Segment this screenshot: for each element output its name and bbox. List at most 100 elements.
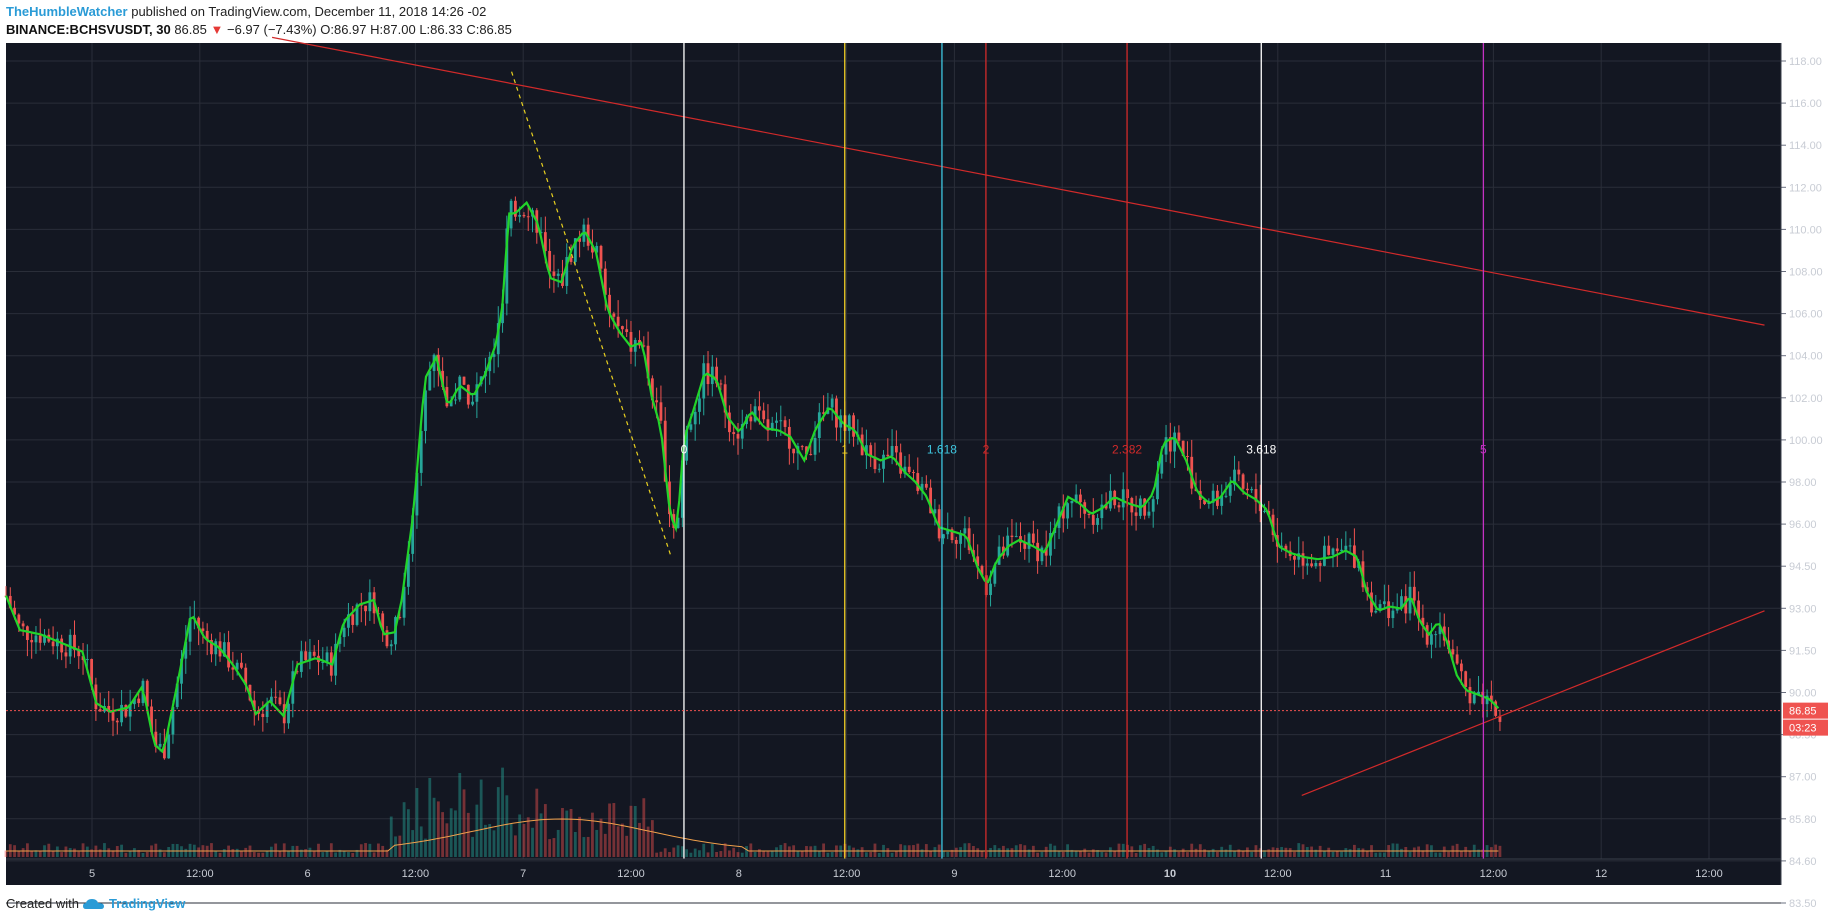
volume-bar [454, 810, 457, 857]
x-tick-label: 12:00 [186, 868, 214, 880]
dashed-swing-line[interactable] [511, 71, 672, 558]
candle-body [1070, 501, 1074, 504]
volume-bar [1271, 847, 1275, 857]
candle-body [261, 713, 265, 718]
candle-body [787, 426, 791, 449]
candle-body [770, 422, 774, 431]
volume-bar [484, 824, 487, 857]
y-tick-label: 114.00 [1789, 140, 1822, 152]
volume-bar [244, 847, 248, 857]
candle-body [715, 366, 718, 384]
volume-bar [595, 829, 599, 857]
candle-body [993, 564, 997, 584]
footer: Created with TradingView [6, 896, 185, 911]
candle-body [997, 546, 1001, 565]
candle-body [492, 354, 496, 357]
ohlc-high: H:87.00 [370, 22, 416, 37]
created-with-text: Created with [6, 896, 79, 911]
candle-body [1228, 484, 1232, 496]
candle-body [274, 696, 278, 698]
candle-body [1391, 610, 1395, 619]
candle-body [231, 667, 235, 670]
candle-body [124, 704, 128, 717]
volume-bar [218, 852, 222, 857]
candle-body [137, 698, 141, 704]
descending-trendline[interactable] [271, 36, 1765, 326]
candle-body [830, 398, 834, 408]
candle-body [766, 419, 770, 431]
candle-body [929, 487, 933, 514]
volume-bar [1164, 850, 1168, 857]
volume-bar [1412, 847, 1416, 857]
change-value: −6.97 (−7.43%) [227, 22, 317, 37]
volume-bar [402, 802, 406, 857]
price-axis[interactable]: 118.00 116.00 114.00 112.00 110.00 108.00 106.… [1780, 43, 1828, 910]
candle-body [1327, 545, 1331, 555]
chart-background [6, 43, 1781, 885]
candle-body [565, 257, 569, 286]
candle-body [188, 618, 192, 642]
volume-bar [1297, 843, 1301, 857]
volume-bar [257, 852, 260, 857]
volume-bar [723, 843, 727, 857]
candle-body [295, 671, 299, 673]
volume-bar [158, 849, 162, 857]
y-tick-label: 83.50 [1789, 898, 1817, 910]
candle-body [625, 329, 629, 333]
candle-body [496, 323, 500, 355]
candle-body [334, 643, 338, 676]
x-tick-label: 12:00 [1480, 868, 1508, 880]
candle-body [650, 378, 654, 401]
volume-bar [30, 851, 34, 857]
candle-body [680, 460, 684, 518]
y-tick-label: 116.00 [1789, 98, 1822, 110]
candle-body [1245, 488, 1249, 491]
candle-body [364, 605, 367, 612]
candle-body [1365, 587, 1369, 593]
volume-bar [479, 779, 483, 857]
candle-body [732, 432, 736, 435]
volume-bar [676, 845, 680, 857]
author-link[interactable]: TheHumbleWatcher [6, 4, 128, 19]
volume-bar [668, 852, 671, 857]
volume-bar [775, 847, 778, 857]
candle-body [73, 634, 76, 650]
candle-body [1164, 437, 1168, 455]
candle-body [227, 642, 230, 668]
volume-bar [235, 848, 239, 857]
volume-bar [894, 851, 898, 857]
y-tick-label: 112.00 [1789, 182, 1822, 194]
volume-bar [77, 851, 81, 857]
candle-body [60, 638, 64, 653]
volume-bar [1284, 847, 1288, 857]
candle-body [158, 743, 162, 747]
tradingview-brand[interactable]: TradingView [108, 896, 186, 911]
candle-body [1121, 489, 1125, 508]
ascending-trendline[interactable] [1301, 610, 1765, 797]
candle-body [702, 363, 706, 399]
candle-body [347, 614, 350, 628]
candle-body [1250, 489, 1254, 491]
volume-bar [274, 843, 278, 857]
volume-bar [1421, 850, 1425, 857]
candle-body [539, 232, 543, 234]
candle-body [522, 214, 526, 217]
volume-bar [946, 851, 950, 857]
candle-body [1348, 545, 1352, 547]
volume-bar [612, 803, 616, 857]
volume-bar [1288, 848, 1292, 857]
volume-bar [582, 837, 586, 857]
y-tick-label: 110.00 [1789, 224, 1822, 236]
y-tick-label: 85.80 [1789, 814, 1817, 826]
candle-body [792, 448, 796, 454]
candle-body [976, 556, 980, 566]
volume-bar [111, 850, 115, 857]
time-axis[interactable]: 5 12:00 6 12:00 7 12:00 8 12:00 9 12:00 10 12:00 11 1… [6, 858, 1781, 880]
candle-body [1494, 701, 1498, 716]
volume-bar [85, 846, 89, 857]
candle-body [894, 446, 898, 453]
candle-body [1177, 432, 1181, 441]
candle-body [150, 706, 153, 732]
volume-bar [471, 836, 474, 857]
